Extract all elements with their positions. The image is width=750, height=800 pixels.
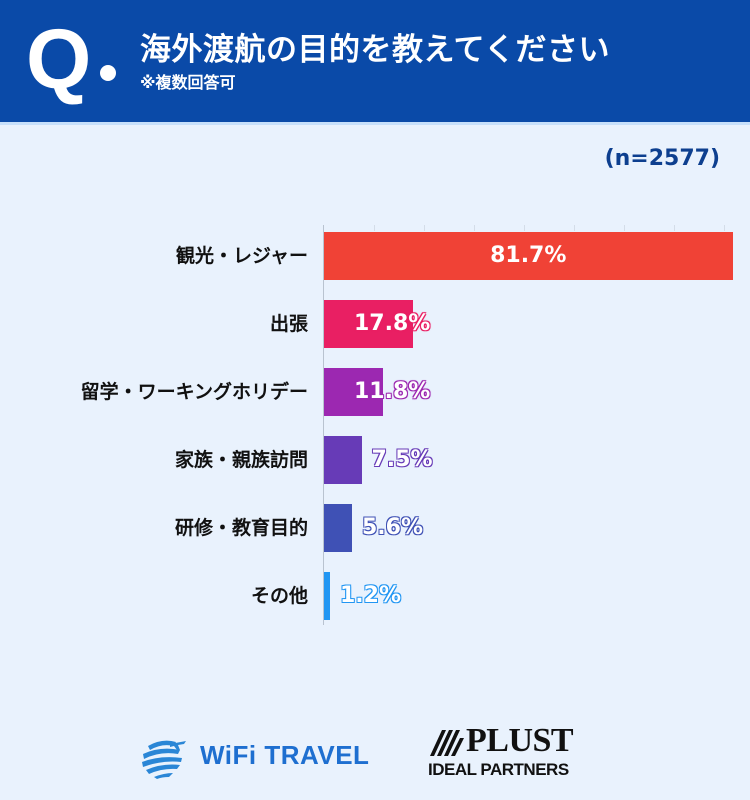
footer-logos: WiFi TRAVEL PLUST IDEAL PARTNERS [0, 720, 750, 790]
q-mark: Q [26, 12, 91, 106]
bar-row: 研修・教育目的 5.6% [0, 504, 750, 552]
grid-tick [474, 225, 475, 231]
sample-size: (n=2577) [604, 146, 720, 171]
bar-row: その他 1.2% [0, 572, 750, 620]
grid-tick [724, 225, 725, 231]
bar [324, 572, 330, 620]
category-label: 家族・親族訪問 [174, 449, 308, 471]
bar-row: 家族・親族訪問 7.5% [0, 436, 750, 484]
value-label: 7.5% [371, 447, 433, 472]
question-subtitle: ※複数回答可 [140, 73, 236, 92]
bar-chart: 観光・レジャー 81.7% 出張 17.8% 留学・ワーキングホリデー 11.8% 家族・親… [0, 225, 750, 635]
grid-tick [374, 225, 375, 231]
bar [324, 436, 362, 484]
bar [324, 504, 352, 552]
category-label: 研修・教育目的 [174, 517, 308, 539]
category-label: 出張 [269, 313, 308, 335]
grid-tick [574, 225, 575, 231]
plust-logo: PLUST [466, 722, 574, 759]
value-label: 17.8% [354, 311, 431, 336]
value-label: 1.2% [340, 583, 402, 608]
value-label: 5.6% [362, 515, 424, 540]
bar [324, 300, 413, 348]
wifi-travel-logo: WiFi TRAVEL [200, 740, 370, 770]
question-title: 海外渡航の目的を教えてください [140, 32, 611, 68]
category-label: 留学・ワーキングホリデー [80, 381, 308, 403]
plust-mark-icon [430, 730, 464, 756]
plust-tagline: IDEAL PARTNERS [428, 760, 569, 779]
grid-tick [424, 225, 425, 231]
bar-row: 観光・レジャー 81.7% [0, 232, 750, 280]
grid-tick [674, 225, 675, 231]
grid-tick [624, 225, 625, 231]
bar-row: 留学・ワーキングホリデー 11.8% [0, 368, 750, 416]
y-axis-line [323, 225, 324, 625]
grid-tick [524, 225, 525, 231]
q-dot-icon [100, 65, 116, 81]
bar [324, 232, 733, 280]
value-label: 81.7% [490, 243, 567, 268]
wifi-travel-globe-icon [142, 738, 186, 779]
question-header: Q 海外渡航の目的を教えてください ※複数回答可 [0, 0, 750, 125]
bar-row: 出張 17.8% [0, 300, 750, 348]
category-label: その他 [250, 585, 308, 607]
category-label: 観光・レジャー [175, 245, 308, 267]
bar [324, 368, 383, 416]
value-label: 11.8% [354, 379, 431, 404]
